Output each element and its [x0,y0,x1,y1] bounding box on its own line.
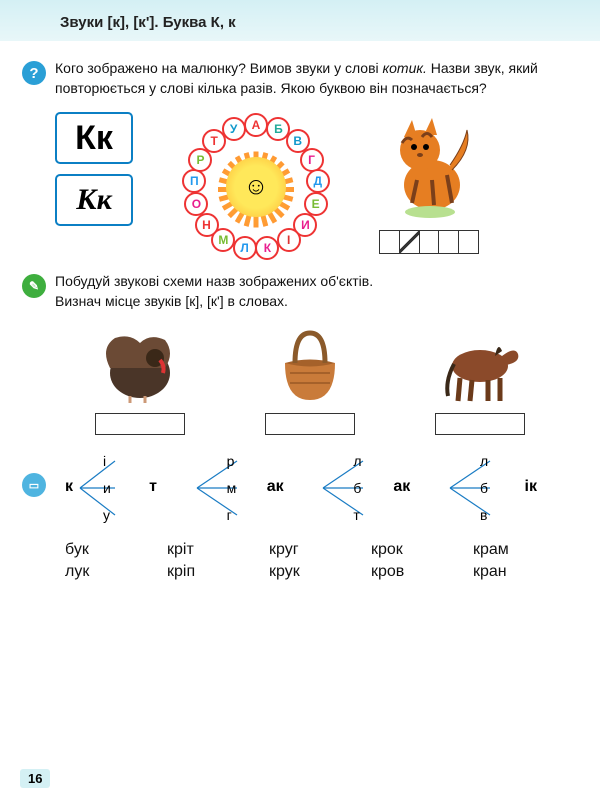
basket-image [255,325,365,405]
syllable-group: іклбв [445,453,555,523]
word-cell: бук [65,541,147,559]
task-book: ▭ ктіиуакрмгаклбтіклбв [55,453,565,523]
letter-cards: Кк Кк [55,112,133,226]
word-cell: кріп [167,563,249,581]
syllable-group: аклбт [318,453,428,523]
task1-text: Кого зображено на малюнку? Вимов звуки у… [55,59,565,98]
alpha-letter: К [255,236,279,260]
alpha-letter: Г [300,148,324,172]
alphabet-sun: ☺ АБВГДЕИІКЛМНОПРТУ [151,112,361,252]
object-turkey [85,325,195,435]
word-cell: кріт [167,541,249,559]
page-header: Звуки [к], [к']. Буква К, к [0,0,600,41]
cat-column [379,112,479,254]
syllable-group: акрмг [192,453,302,523]
task-pencil: ✎ Побудуй звукові схеми назв зображених … [55,272,565,311]
horse-image [425,325,535,405]
scheme-box-2 [265,413,355,435]
object-basket [255,325,365,435]
book-icon: ▭ [22,473,46,497]
alpha-letter: Д [306,169,330,193]
task2-line2: Визнач місце звуків [к], [к'] в словах. [55,293,288,309]
alpha-letter: У [222,117,246,141]
print-letter: Кк [75,119,113,158]
scheme-box-1 [95,413,185,435]
word-cell: кран [473,563,555,581]
page: Звуки [к], [к']. Буква К, к ? Кого зобра… [0,0,600,800]
page-content: ? Кого зображено на малюнку? Вимов звуки… [0,41,600,591]
task1-line1: Кого зображено на малюнку? Вимов звуки у… [55,60,379,76]
sun-core: ☺ [226,157,286,217]
alpha-letter: А [244,113,268,137]
syllable-row: ктіиуакрмгаклбтіклбв [55,453,565,523]
page-title: Звуки [к], [к']. Буква К, к [60,14,580,31]
cat-image [379,112,479,222]
cursive-letter-box: Кк [55,174,133,226]
alpha-letter: І [277,228,301,252]
turkey-image [85,325,195,405]
alpha-letter: Н [195,213,219,237]
sun-face-icon: ☺ [244,173,269,201]
word-cell: крок [371,541,453,559]
scheme-box-3 [435,413,525,435]
word-cell: кров [371,563,453,581]
page-number: 16 [20,769,50,788]
cursive-letter: Кк [76,183,112,217]
word-cell: крам [473,541,555,559]
word-cell: круг [269,541,351,559]
print-letter-box: Кк [55,112,133,164]
task1-word: котик. [383,60,427,76]
letter-illustration-row: Кк Кк ☺ АБВГДЕИІКЛМНОПРТУ [55,112,565,254]
syllable-group: ктіиу [65,453,175,523]
pencil-icon: ✎ [22,274,46,298]
object-horse [425,325,535,435]
word-cell: лук [65,563,147,581]
alpha-letter: П [182,169,206,193]
question-icon: ? [22,61,46,85]
task2-line1: Побудуй звукові схеми назв зображених об… [55,273,373,289]
word-cell: крук [269,563,351,581]
sound-scheme-cat [379,230,479,254]
word-grid: бук кріт круг крок крам лук кріп крук кров кран [55,541,565,581]
task-question: ? Кого зображено на малюнку? Вимов звуки… [55,59,565,98]
object-row [55,325,565,435]
task2-text: Побудуй звукові схеми назв зображених об… [55,272,565,311]
alpha-letter: Л [233,236,257,260]
